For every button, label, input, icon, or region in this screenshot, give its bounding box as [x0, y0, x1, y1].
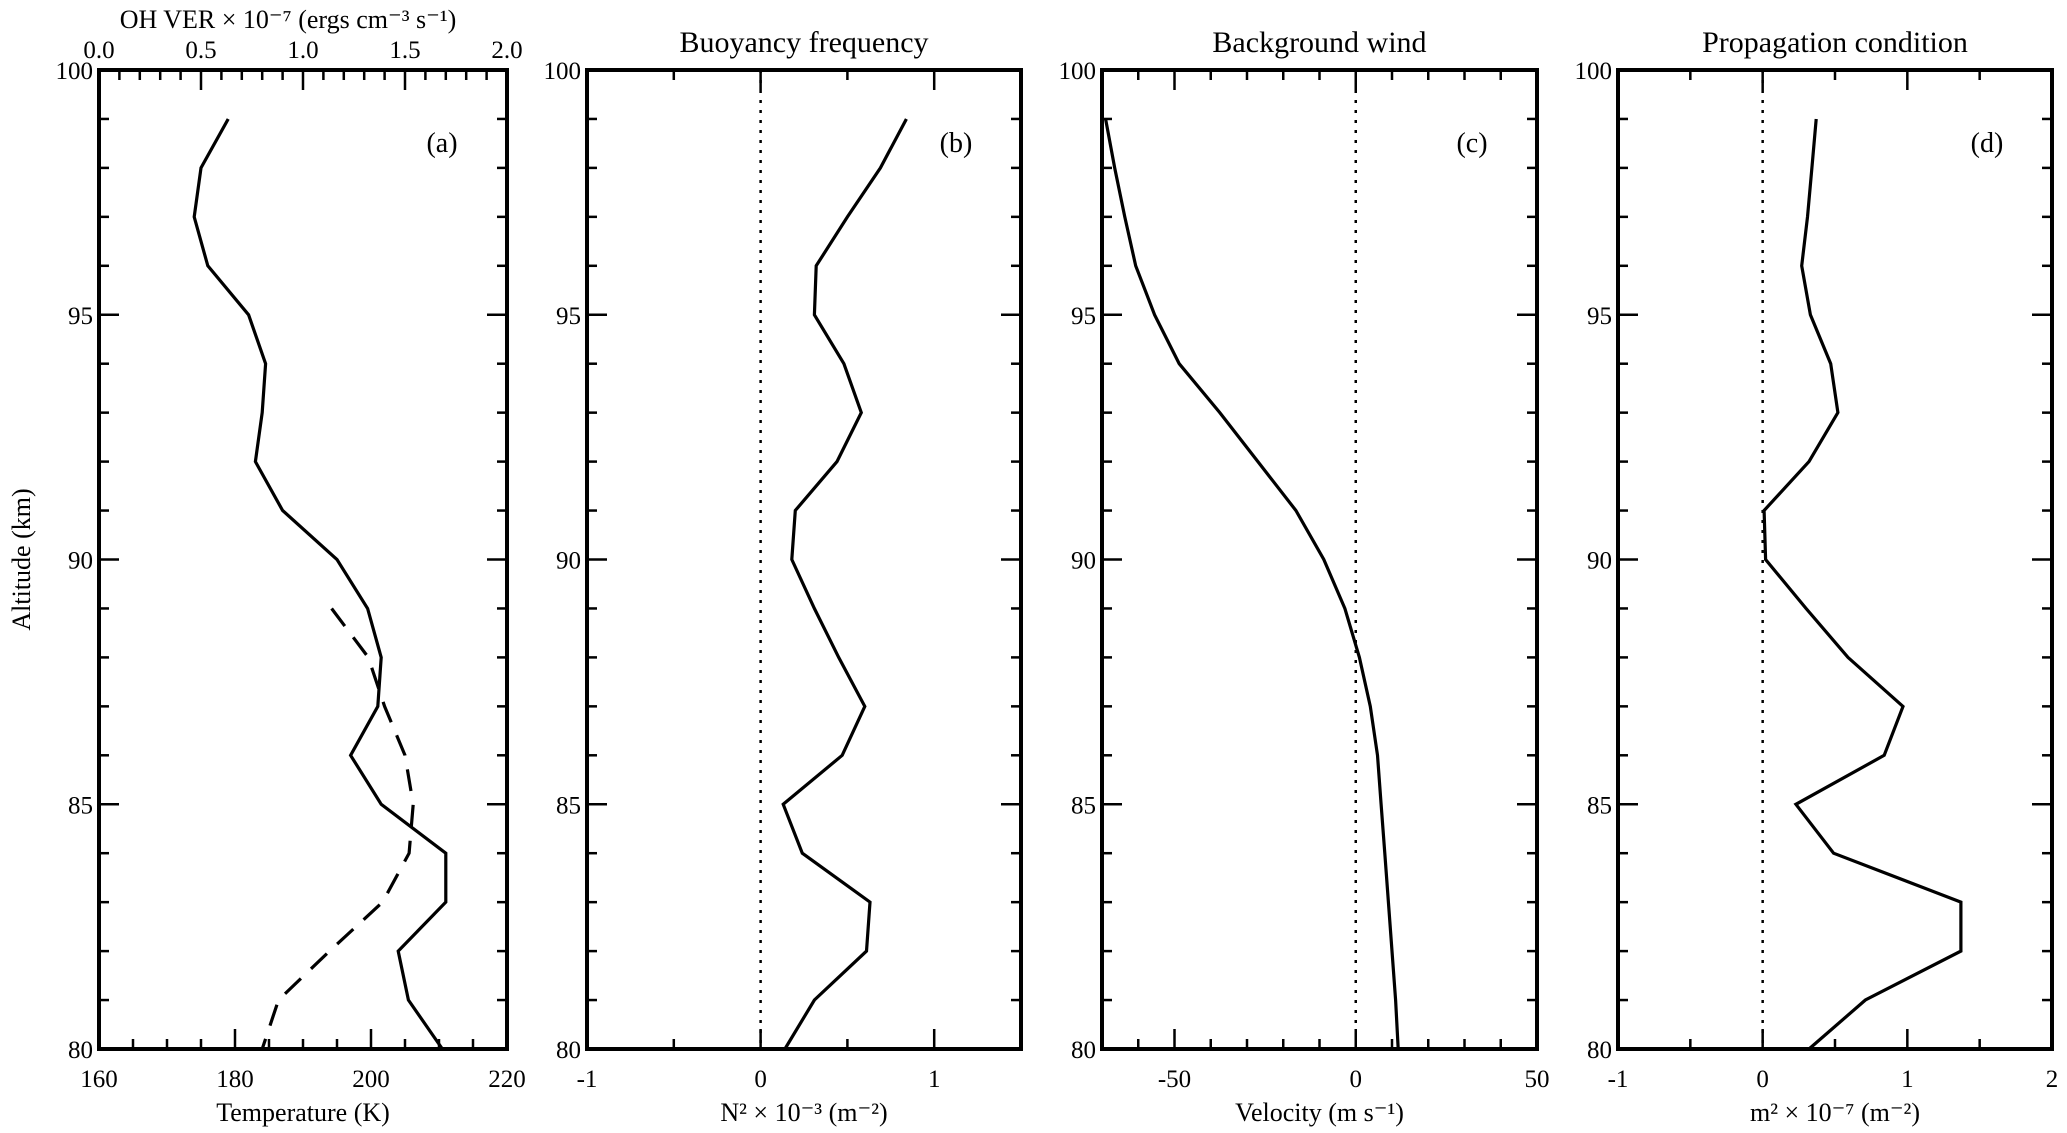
panel-title: Background wind [1212, 26, 1426, 59]
x-tick-label: 220 [488, 1066, 526, 1093]
x-tick-label: 0 [1756, 1066, 1769, 1093]
top-x-tick-label: 1.5 [389, 37, 420, 64]
panel-d: 80 85 90 95 100 -1 0 1 2 m² × 10⁻⁷ (m⁻²) Propagati… [1575, 26, 2059, 1127]
top-x-tick-label: 1.0 [287, 37, 318, 64]
y-tick-label: 95 [68, 303, 93, 330]
x-tick-label: 1 [928, 1066, 941, 1093]
series-line-temperature [192, 118, 448, 1050]
panel-label: (b) [940, 128, 973, 159]
x-axis-title: m² × 10⁻⁷ (m⁻²) [1750, 1098, 1920, 1127]
x-axis-title: Velocity (m s⁻¹) [1235, 1098, 1404, 1127]
y-tick-label: 80 [68, 1037, 93, 1064]
top-x-axis-title: OH VER × 10⁻⁷ (ergs cm⁻³ s⁻¹) [120, 5, 457, 34]
top-x-tick-label: 2.0 [491, 37, 522, 64]
panel-label: (a) [426, 128, 457, 159]
panel-title: Buoyancy frequency [679, 26, 928, 59]
y-tick-label: 100 [1575, 58, 1613, 85]
y-tick-label: 90 [556, 548, 581, 575]
panel-label: (c) [1456, 128, 1487, 159]
y-tick-label: 100 [1059, 58, 1097, 85]
y-tick-label: 90 [1071, 548, 1096, 575]
x-tick-label: 200 [352, 1066, 390, 1093]
x-tick-label: -1 [577, 1066, 598, 1093]
y-tick-label: 90 [1587, 548, 1612, 575]
x-tick-label: 180 [216, 1066, 254, 1093]
series-line-oh-ver [260, 607, 415, 1050]
y-tick-label: 80 [1071, 1037, 1096, 1064]
y-tick-label: 95 [556, 303, 581, 330]
series-line-wind [1104, 118, 1400, 1050]
y-tick-label: 85 [556, 792, 581, 819]
x-tick-label: 1 [1901, 1066, 1914, 1093]
plot-frame [1100, 68, 1539, 1051]
x-tick-label: 0 [754, 1066, 767, 1093]
x-tick-label: 0 [1350, 1066, 1363, 1093]
x-axis-title: N² × 10⁻³ (m⁻²) [720, 1098, 887, 1127]
plot-frame [1616, 68, 2054, 1051]
x-tick-label: 50 [1525, 1066, 1550, 1093]
series-line-n2 [781, 118, 908, 1050]
y-tick-label: 80 [1587, 1037, 1612, 1064]
x-axis-title: Temperature (K) [216, 1098, 390, 1127]
panel-c: 80 85 90 95 100 -50 0 50 Velocity (m s⁻¹) Backgro… [1059, 26, 1550, 1127]
y-tick-label: 90 [68, 548, 93, 575]
y-axis-title: Altitude (km) [7, 488, 36, 630]
top-x-tick-label: 0.0 [83, 37, 114, 64]
y-tick-label: 95 [1587, 303, 1612, 330]
top-x-tick-label: 0.5 [185, 37, 216, 64]
panel-title: Propagation condition [1702, 26, 1968, 59]
series-line-m2 [1762, 118, 1963, 1051]
y-tick-label: 85 [68, 792, 93, 819]
y-tick-label: 100 [544, 58, 582, 85]
y-tick-label: 85 [1587, 792, 1612, 819]
x-tick-label: 160 [80, 1066, 118, 1093]
x-tick-label: -1 [1608, 1066, 1629, 1093]
y-tick-label: 85 [1071, 792, 1096, 819]
panel-b: 80 85 90 95 100 -1 0 1 N² × 10⁻³ (m⁻²) Buoyancy f… [544, 26, 1023, 1127]
y-tick-label: 80 [556, 1037, 581, 1064]
plot-frame [585, 68, 1023, 1051]
panel-label: (d) [1971, 128, 2004, 159]
x-tick-label: -50 [1158, 1066, 1191, 1093]
x-tick-label: 2 [2046, 1066, 2059, 1093]
y-tick-label: 95 [1071, 303, 1096, 330]
plot-frame [97, 68, 509, 1051]
y-tick-label: 100 [56, 58, 94, 85]
